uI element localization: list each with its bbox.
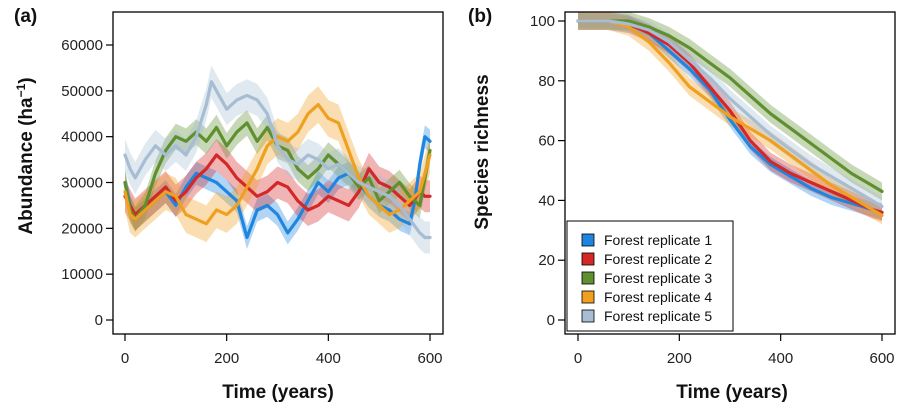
legend-swatch-replicate-5 <box>581 309 595 323</box>
legend-label-replicate-2: Forest replicate 2 <box>604 251 712 267</box>
panel-a: (a) Abundance (ha−1) Time (years) 0 200 40… <box>14 6 444 403</box>
legend-swatch-replicate-4 <box>581 290 595 304</box>
panel-b-band-replicate-3 <box>578 12 882 201</box>
panel-b-y-tick-label: 20 <box>538 252 555 269</box>
legend-label-replicate-1: Forest replicate 1 <box>604 232 712 248</box>
panel-a-y-tick-label: 20000 <box>61 220 103 237</box>
panel-b-x-tick-label: 200 <box>667 350 692 367</box>
panel-b-y-tick-label: 0 <box>547 312 555 329</box>
panel-a-line-replicate-4 <box>123 102 432 226</box>
panel-a-x-axis-title: Time (years) <box>222 382 334 403</box>
panel-a-band-replicate-2 <box>125 139 430 231</box>
panel-b-x-tick-label: 400 <box>768 350 793 367</box>
panel-b-lines <box>576 19 884 217</box>
legend-swatch-replicate-1 <box>581 233 595 247</box>
panel-b-y-tick-label: 80 <box>538 73 555 90</box>
panel-b-line-replicate-3 <box>576 19 884 193</box>
panel-a-y-ticks: 0 10000 20000 30000 40000 50000 60000 <box>61 37 113 329</box>
panel-b-x-axis-title: Time (years) <box>676 382 788 403</box>
legend-label-replicate-4: Forest replicate 4 <box>604 289 712 305</box>
panel-b-x-tick-label: 600 <box>869 350 894 367</box>
panel-b-label: (b) <box>468 6 492 27</box>
panel-b-y-tick-label: 100 <box>530 13 555 30</box>
panel-b-y-tick-label: 60 <box>538 133 555 150</box>
panel-b-x-ticks: 0 200 400 600 <box>574 334 895 367</box>
legend-label-replicate-5: Forest replicate 5 <box>604 308 712 324</box>
panel-b-y-ticks: 0 20 40 60 80 100 <box>530 13 565 329</box>
panel-b-plot-frame <box>564 11 896 335</box>
panel-b-x-tick-label: 0 <box>574 350 582 367</box>
legend: Forest replicate 1 Forest replicate 2 Fore… <box>566 220 734 332</box>
panel-a-band-replicate-5 <box>125 65 430 254</box>
panel-a-plot-frame <box>112 11 444 335</box>
panel-a-x-tick-label: 0 <box>121 350 129 367</box>
panel-a-x-tick-label: 400 <box>316 350 341 367</box>
panel-a-lines <box>123 80 432 240</box>
panel-b-line-replicate-4 <box>576 19 884 217</box>
legend-swatch-replicate-2 <box>581 252 595 266</box>
panel-a-y-tick-label: 0 <box>95 312 103 329</box>
panel-a-bands <box>125 65 430 254</box>
panel-a-x-tick-label: 600 <box>417 350 442 367</box>
panel-b-band-replicate-5 <box>578 12 882 216</box>
legend-box <box>566 220 734 332</box>
panel-b-y-axis-title: Species richness <box>472 74 493 229</box>
panel-a-band-replicate-3 <box>125 110 430 232</box>
panel-a-y-tick-label: 50000 <box>61 83 103 100</box>
panel-a-y-tick-label: 10000 <box>61 266 103 283</box>
panel-a-y-tick-label: 60000 <box>61 37 103 54</box>
panel-a-line-replicate-1 <box>123 135 432 240</box>
panel-a-y-axis-title: Abundance (ha−1) <box>14 77 37 234</box>
panel-a-y-tick-label: 30000 <box>61 175 103 192</box>
panel-a-band-replicate-4 <box>125 86 430 243</box>
panel-b: (b) Species richness Time (years) 0 200 40… <box>468 6 896 403</box>
panel-a-x-tick-label: 200 <box>214 350 239 367</box>
panel-b-y-tick-label: 40 <box>538 192 555 209</box>
panel-a-x-ticks: 0 200 400 600 <box>121 334 443 367</box>
legend-swatch-replicate-3 <box>581 271 595 285</box>
legend-label-replicate-3: Forest replicate 3 <box>604 270 712 286</box>
panel-a-y-tick-label: 40000 <box>61 129 103 146</box>
panel-a-line-replicate-5 <box>123 80 432 240</box>
panel-b-line-replicate-5 <box>576 19 884 208</box>
panel-a-line-replicate-3 <box>123 121 432 221</box>
panel-a-label: (a) <box>14 6 37 27</box>
